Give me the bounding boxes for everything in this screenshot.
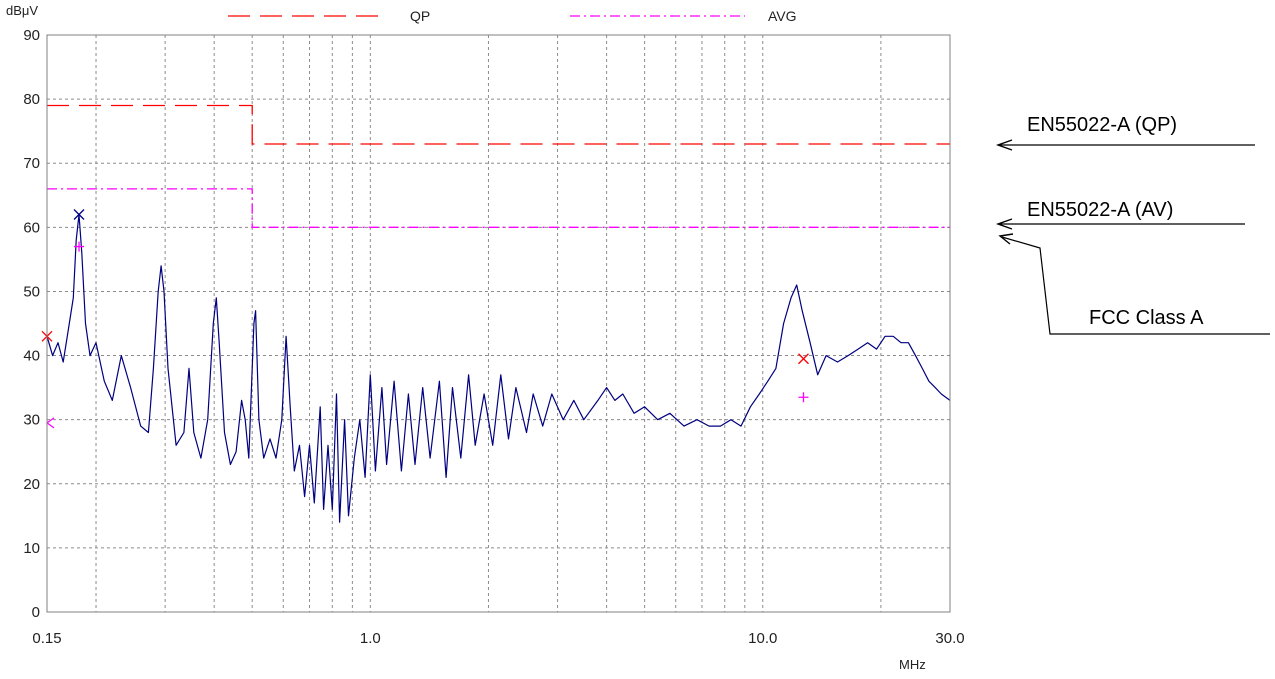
x-tick-label: 10.0 [748,630,777,647]
y-tick-label: 80 [23,91,40,108]
y-tick-label: 0 [32,604,40,621]
x-axis-ticks: 0.15 1.0 10.0 30.0 [32,630,964,647]
limit-line-qp [47,104,950,145]
plot-frame [46,34,951,613]
legend-label-avg: AVG [768,8,797,24]
x-tick-label: 1.0 [360,630,381,647]
y-tick-label: 10 [23,540,40,557]
trace-line [46,213,951,523]
y-tick-label: 50 [23,283,40,300]
marker-limit-edge [46,417,55,429]
legend: QP AVG [228,8,797,24]
marker-plus [798,392,809,403]
legend-label-qp: QP [410,8,430,24]
marker-x [73,209,85,220]
marker-x [798,353,809,365]
arrowhead-en55022-av [995,218,1013,230]
y-axis-ticks: 0 10 20 30 40 50 60 70 80 90 [23,27,40,621]
y-tick-label: 30 [23,412,40,429]
emission-trace [46,213,951,523]
arrowhead-en55022-qp [995,139,1013,151]
y-axis-unit: dBμV [6,3,38,18]
marker-plus [74,241,85,252]
y-tick-label: 40 [23,348,40,365]
annotations: EN55022-A (QP) EN55022-A (AV) FCC Class … [995,114,1270,335]
y-tick-label: 90 [23,27,40,44]
x-axis-unit: MHz [899,657,926,672]
limit-lines [47,104,950,228]
limit-line-avg [47,188,950,228]
arrowhead-fcc-class-a [998,233,1014,245]
x-tick-label: 0.15 [32,630,61,647]
annotation-fcc-class-a: FCC Class A [1089,307,1204,329]
arrow-line-fcc-class-a [1001,236,1270,335]
x-tick-label: 30.0 [935,630,964,647]
annotation-en55022-av: EN55022-A (AV) [1027,199,1173,221]
y-tick-label: 60 [23,219,40,236]
y-tick-label: 20 [23,476,40,493]
annotation-en55022-qp: EN55022-A (QP) [1027,114,1177,136]
y-tick-label: 70 [23,155,40,172]
